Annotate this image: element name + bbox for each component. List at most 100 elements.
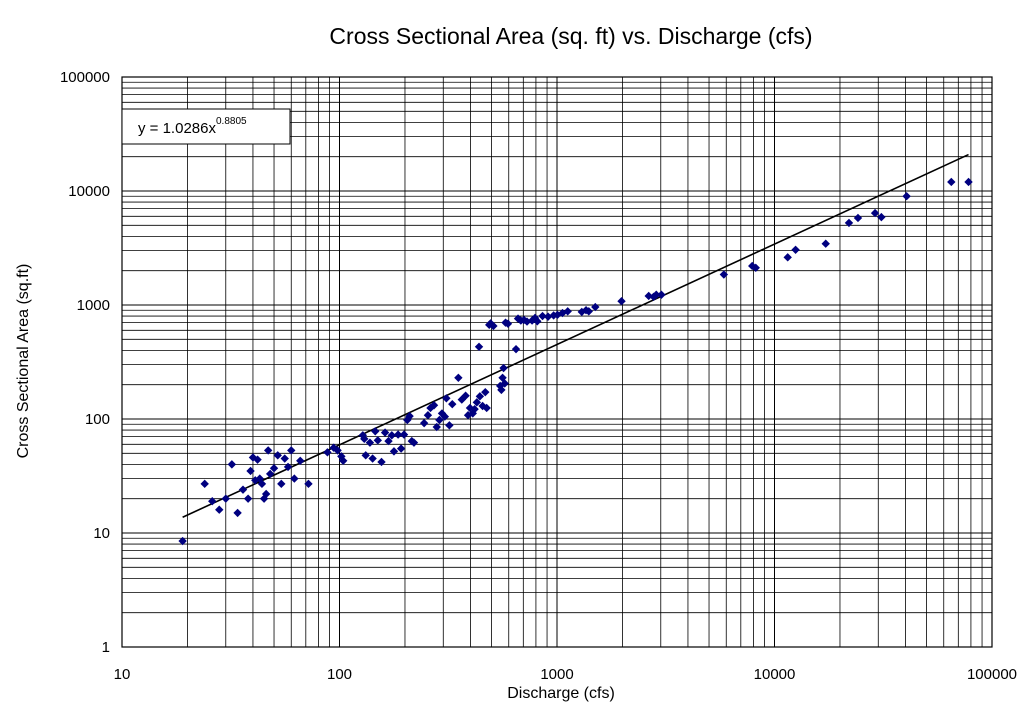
data-point	[821, 239, 830, 248]
equation-base: y = 1.0286x	[138, 120, 216, 137]
data-point	[323, 448, 332, 457]
data-point	[533, 317, 542, 326]
data-point	[877, 212, 886, 222]
x-tick-label: 1000	[540, 666, 573, 683]
data-point	[280, 454, 289, 463]
x-tick-label: 10000	[754, 666, 796, 683]
data-point	[377, 457, 386, 467]
data-point	[791, 245, 800, 254]
x-tick-label: 100000	[967, 666, 1017, 683]
data-point	[221, 494, 230, 503]
data-point	[257, 479, 267, 489]
data-point	[246, 466, 255, 476]
data-point	[445, 421, 454, 430]
data-point	[261, 489, 271, 499]
data-point	[263, 446, 273, 455]
data-point	[511, 344, 521, 354]
data-point	[522, 317, 532, 326]
data-point	[409, 438, 419, 447]
data-point	[751, 263, 760, 272]
data-point	[481, 387, 490, 397]
plot-border	[121, 76, 993, 648]
plot-area	[121, 76, 993, 648]
data-point	[215, 505, 224, 514]
y-tick-label: 10000	[68, 183, 110, 200]
data-point	[870, 208, 880, 218]
data-point	[530, 313, 540, 323]
data-point	[652, 290, 661, 299]
data-points	[178, 177, 973, 546]
data-point	[273, 451, 282, 460]
data-point	[389, 447, 399, 456]
y-tick-label: 1000	[77, 297, 110, 314]
data-point	[396, 444, 406, 453]
data-point	[429, 401, 439, 410]
data-point	[497, 385, 506, 395]
data-point	[380, 428, 390, 437]
data-point	[290, 474, 299, 483]
trendline-equation: y = 1.0286x0.8805	[138, 116, 247, 137]
trendline	[182, 153, 969, 518]
gridlines	[121, 77, 992, 648]
data-point	[489, 321, 498, 331]
data-point	[178, 536, 187, 546]
data-point	[500, 379, 509, 388]
data-point	[553, 310, 562, 320]
equation-box: y = 1.0286x0.8805	[121, 108, 291, 145]
data-point	[405, 411, 414, 421]
x-tick-label: 10	[114, 666, 131, 683]
x-axis-label: Discharge (cfs)	[507, 685, 615, 702]
data-point	[474, 342, 484, 351]
data-point	[657, 290, 666, 299]
data-point	[368, 454, 377, 463]
data-point	[238, 485, 248, 494]
data-point	[233, 508, 242, 518]
data-point	[563, 307, 572, 316]
data-point	[200, 479, 209, 489]
data-point	[584, 307, 593, 316]
data-point	[269, 464, 279, 473]
y-tick-label: 100000	[60, 69, 110, 86]
data-point	[277, 479, 286, 489]
x-tick-label: 100	[327, 666, 352, 683]
data-point	[360, 434, 369, 444]
data-point	[543, 312, 553, 321]
x-tick-labels: 10 100 1000 10000 100000	[114, 666, 1017, 683]
data-point	[393, 430, 403, 439]
data-point	[227, 460, 237, 469]
data-point	[384, 436, 393, 446]
data-point	[591, 302, 600, 312]
data-point	[333, 446, 342, 455]
data-point	[503, 319, 513, 328]
data-point	[499, 363, 508, 373]
data-point	[519, 315, 529, 325]
data-point	[365, 438, 375, 447]
data-point	[208, 497, 217, 506]
data-point	[373, 436, 382, 445]
data-point	[844, 218, 854, 228]
data-point	[339, 456, 348, 465]
data-point	[296, 456, 305, 465]
data-point	[577, 307, 586, 317]
y-tick-label: 1	[102, 639, 110, 656]
data-point	[902, 192, 911, 201]
data-point	[617, 296, 626, 306]
data-point	[538, 311, 547, 321]
data-point	[304, 479, 313, 489]
data-point	[475, 392, 485, 401]
data-point	[527, 316, 537, 325]
equation-box-frame	[121, 108, 291, 145]
data-point	[947, 177, 956, 187]
data-point	[454, 373, 463, 382]
y-tick-label: 100	[85, 411, 110, 428]
data-point	[423, 410, 433, 420]
data-point	[448, 399, 457, 409]
equation-exponent: 0.8805	[216, 116, 247, 127]
data-point	[283, 462, 293, 472]
data-point	[361, 451, 370, 460]
data-point	[253, 455, 262, 464]
data-point	[482, 403, 491, 413]
data-point	[549, 311, 558, 320]
data-point	[472, 398, 482, 407]
chart-title: Cross Sectional Area (sq. ft) vs. Discha…	[329, 23, 812, 49]
